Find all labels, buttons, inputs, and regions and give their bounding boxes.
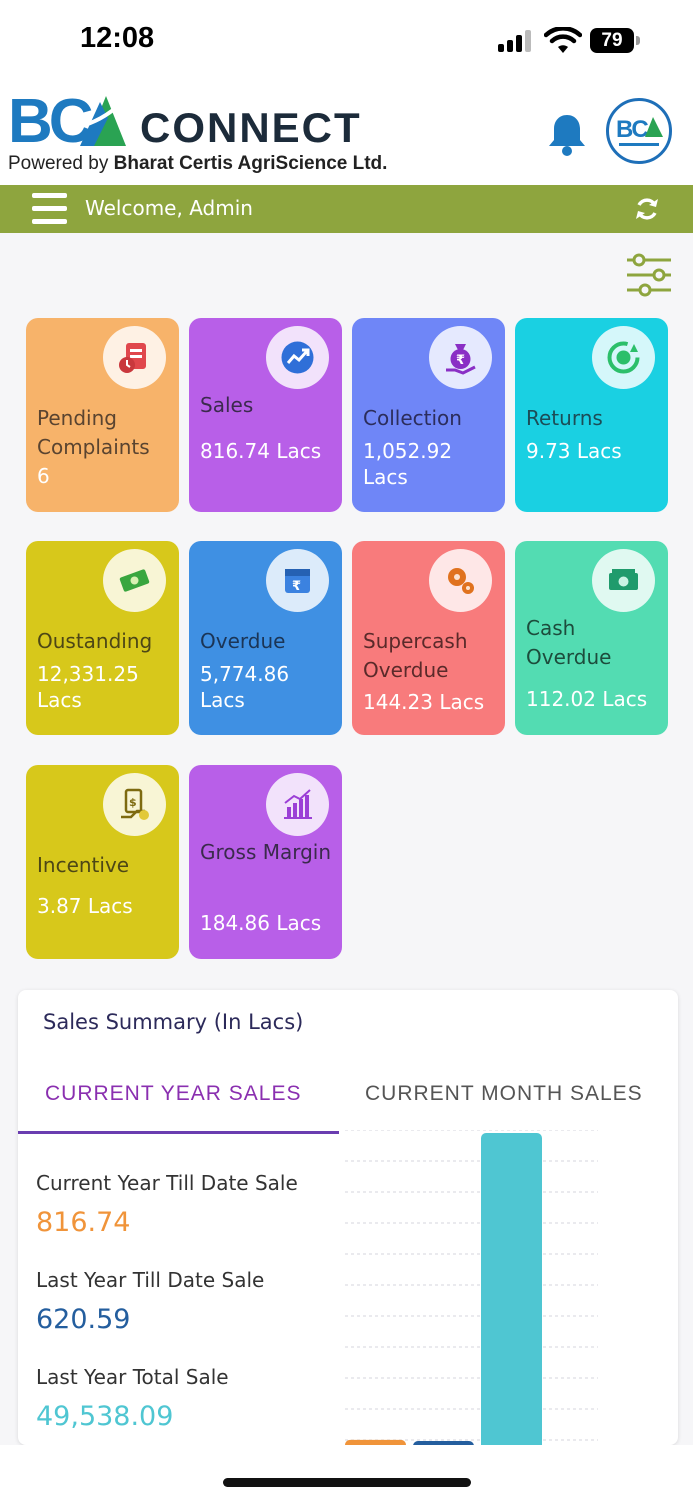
welcome-bar: Welcome, Admin — [0, 185, 693, 233]
tile-title: Collection — [363, 406, 462, 430]
app-header: BC CONNECT Powered by Bharat Certis Agri… — [0, 84, 693, 185]
cash-icon — [103, 549, 166, 612]
tile-title: Overdue — [200, 629, 286, 653]
kpi-value: 49,538.09 — [36, 1401, 174, 1432]
kpi-value: 620.59 — [36, 1304, 131, 1335]
tile-cash-overdue[interactable]: Cash Overdue 112.02 Lacs — [515, 541, 668, 735]
sales-summary-title: Sales Summary (In Lacs) — [43, 1010, 304, 1034]
sales-bar-chart — [345, 1130, 598, 1445]
tile-collection[interactable]: ₹ Collection 1,052.92 Lacs — [352, 318, 505, 512]
bca-logo: BC — [8, 88, 126, 154]
tile-value: 112.02 Lacs — [526, 687, 648, 711]
status-time: 12:08 — [80, 22, 155, 54]
logo-tagline: Powered by Bharat Certis AgriScience Ltd… — [8, 153, 388, 174]
profile-avatar[interactable]: BC — [606, 98, 672, 164]
tile-overdue[interactable]: ₹ Overdue 5,774.86 Lacs — [189, 541, 342, 735]
tile-returns[interactable]: Returns 9.73 Lacs — [515, 318, 668, 512]
tab-current-month-sales[interactable]: CURRENT MONTH SALES — [365, 1082, 643, 1105]
status-bar: 12:08 79 — [0, 0, 693, 84]
tile-sales[interactable]: Sales 816.74 Lacs — [189, 318, 342, 512]
battery-level: 79 — [590, 28, 634, 53]
refresh-icon[interactable] — [634, 196, 660, 222]
kpi-label: Current Year Till Date Sale — [36, 1171, 298, 1195]
tile-value: 5,774.86 Lacs — [200, 662, 290, 712]
tile-title: Gross Margin — [200, 840, 332, 864]
svg-text:BC: BC — [8, 88, 93, 154]
wifi-icon — [544, 27, 582, 53]
trending-up-icon — [266, 326, 329, 389]
money-bag-icon: ₹ — [429, 326, 492, 389]
tile-gross-margin[interactable]: Gross Margin 184.86 Lacs — [189, 765, 342, 959]
tile-title: Pending Complaints — [37, 406, 150, 459]
tile-value: 12,331.25 Lacs — [37, 662, 139, 712]
svg-text:$: $ — [129, 796, 137, 809]
svg-text:₹: ₹ — [456, 353, 465, 368]
tab-current-year-sales[interactable]: CURRENT YEAR SALES — [45, 1082, 302, 1105]
tile-pending-complaints[interactable]: Pending Complaints 6 — [26, 318, 179, 512]
return-cycle-icon — [592, 326, 655, 389]
kpi-value: 816.74 — [36, 1207, 131, 1238]
tile-title: Sales — [200, 393, 254, 417]
chart-bar[interactable] — [413, 1441, 474, 1445]
welcome-text: Welcome, Admin — [85, 196, 253, 220]
tile-value: 816.74 Lacs — [200, 439, 322, 463]
kpi-label: Last Year Till Date Sale — [36, 1268, 265, 1292]
chart-bar[interactable] — [481, 1133, 542, 1445]
hamburger-menu-icon[interactable] — [32, 193, 67, 224]
tile-title: Returns — [526, 406, 603, 430]
chart-bar[interactable] — [345, 1439, 406, 1445]
bar-growth-icon — [266, 773, 329, 836]
gears-icon — [429, 549, 492, 612]
kpi-label: Last Year Total Sale — [36, 1365, 229, 1389]
banknote-icon — [592, 549, 655, 612]
tile-title: Incentive — [37, 853, 130, 877]
tile-incentive[interactable]: $ Incentive 3.87 Lacs — [26, 765, 179, 959]
tile-value: 144.23 Lacs — [363, 690, 485, 714]
tile-title: Cash Overdue — [526, 616, 612, 669]
tile-value: 6 — [37, 464, 50, 488]
battery-icon: 79 — [590, 28, 640, 53]
active-tab-indicator — [18, 1131, 339, 1134]
tile-title: Oustanding — [37, 629, 153, 653]
tile-title: Supercash Overdue — [363, 629, 468, 682]
tile-value: 9.73 Lacs — [526, 439, 622, 463]
hand-money-icon: $ — [103, 773, 166, 836]
svg-text:BC: BC — [616, 116, 648, 143]
bottom-safe-area — [0, 1445, 693, 1500]
tile-value: 3.87 Lacs — [37, 894, 133, 918]
tile-supercash-overdue[interactable]: Supercash Overdue 144.23 Lacs — [352, 541, 505, 735]
tile-value: 184.86 Lacs — [200, 911, 322, 935]
home-indicator[interactable] — [223, 1478, 471, 1487]
notification-bell-icon[interactable] — [547, 112, 587, 156]
sales-summary-card: Sales Summary (In Lacs) CURRENT YEAR SAL… — [18, 990, 678, 1445]
filter-sliders-icon[interactable] — [625, 252, 673, 298]
complaint-icon — [103, 326, 166, 389]
svg-text:₹: ₹ — [292, 579, 301, 594]
cellular-signal-icon — [498, 30, 534, 52]
logo-wordmark: CONNECT — [140, 104, 362, 151]
tile-outstanding[interactable]: Oustanding 12,331.25 Lacs — [26, 541, 179, 735]
tile-value: 1,052.92 Lacs — [363, 439, 453, 489]
calendar-rupee-icon: ₹ — [266, 549, 329, 612]
